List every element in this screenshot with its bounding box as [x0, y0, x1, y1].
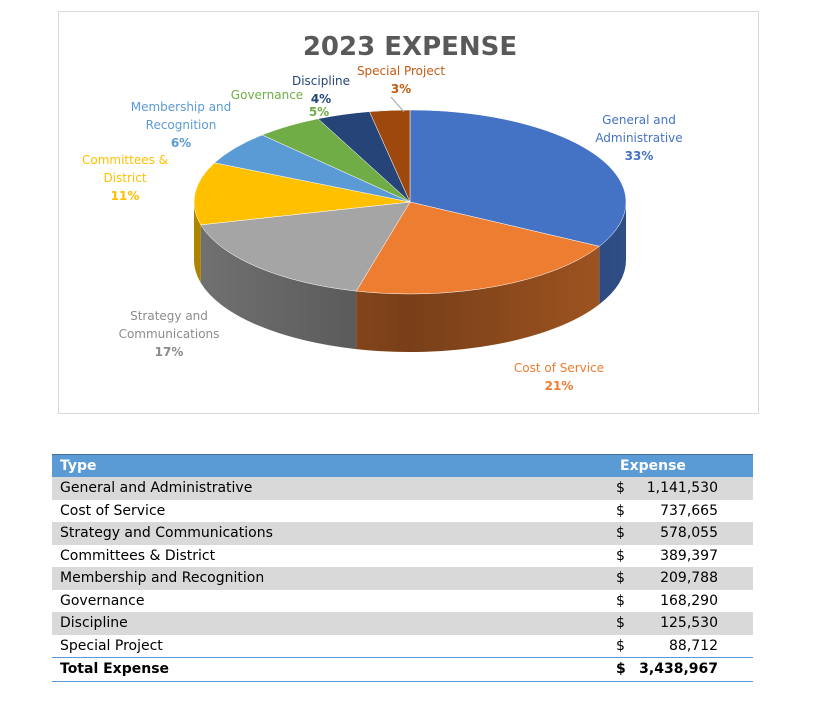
table-body: General and Administrative $1,141,530 Cost…: [52, 477, 753, 682]
leader-line-special-project: [390, 96, 405, 113]
total-expense: $3,438,967: [612, 657, 753, 682]
money-cell: $209,788: [612, 570, 718, 586]
expense-amount: 389,397: [660, 547, 718, 564]
currency-symbol: $: [616, 525, 625, 542]
table-row: Special Project $88,712: [52, 634, 753, 658]
row-expense: $389,397: [612, 544, 753, 567]
money-cell: $88,712: [612, 638, 718, 654]
money-cell: $3,438,967: [612, 661, 718, 677]
row-expense: $125,530: [612, 612, 753, 635]
table-row: Committees & District $389,397: [52, 544, 753, 567]
pie-labels: General and Administrative 33% Cost of Serv…: [82, 64, 683, 393]
pie-slice-cost-of-service: [355, 201, 600, 295]
row-type: Strategy and Communications: [52, 522, 612, 545]
row-type: General and Administrative: [52, 477, 612, 500]
expense-amount: 737,665: [660, 502, 718, 519]
table-row: Discipline $125,530: [52, 612, 753, 635]
money-cell: $168,290: [612, 593, 718, 609]
pie-side-shading: [194, 202, 626, 352]
money-cell: $389,397: [612, 548, 718, 564]
currency-symbol: $: [616, 547, 625, 564]
table-header-row: Type Expense: [52, 454, 753, 477]
slice-label-discipline: Discipline 4%: [292, 74, 350, 106]
currency-symbol: $: [616, 637, 625, 654]
row-expense: $209,788: [612, 567, 753, 590]
slice-label-governance: Governance5%: [231, 88, 329, 119]
row-type: Governance: [52, 589, 612, 612]
table-row: General and Administrative $1,141,530: [52, 477, 753, 500]
expense-amount: 125,530: [660, 615, 718, 632]
slice-label-general-and-administrative: General and Administrative 33%: [595, 113, 682, 163]
table-row: Governance $168,290: [52, 589, 753, 612]
row-type: Committees & District: [52, 544, 612, 567]
row-expense: $168,290: [612, 589, 753, 612]
chart-panel: 2023 EXPENSE General and Administrative 33…: [58, 11, 759, 414]
expense-amount: 578,055: [660, 525, 718, 542]
pie-slice-committees-and-district: [193, 162, 411, 226]
currency-symbol: $: [616, 592, 625, 609]
row-expense: $1,141,530: [612, 477, 753, 500]
row-expense: $737,665: [612, 499, 753, 522]
money-cell: $578,055: [612, 525, 718, 541]
money-cell: $1,141,530: [612, 480, 718, 496]
row-type: Membership and Recognition: [52, 567, 612, 590]
pie-top: [193, 109, 627, 295]
total-amount: 3,438,967: [639, 661, 718, 678]
slice-label-strategy-and-communications: Strategy and Communications 17%: [119, 309, 220, 359]
currency-symbol: $: [616, 502, 625, 519]
money-cell: $125,530: [612, 615, 718, 631]
table-row: Membership and Recognition $209,788: [52, 567, 753, 590]
pie-slice-general-and-administrative: [409, 109, 627, 247]
slice-label-cost-of-service: Cost of Service 21%: [514, 361, 604, 393]
pie-chart: 2023 EXPENSE General and Administrative 33…: [82, 32, 683, 393]
header-expense: Expense: [612, 454, 753, 477]
row-type: Special Project: [52, 634, 612, 658]
pie-slice-special-project: [369, 109, 411, 203]
currency-symbol: $: [616, 480, 625, 497]
row-type: Discipline: [52, 612, 612, 635]
pie-sides: [194, 202, 626, 353]
slice-label-committees-and-district: Committees & District 11%: [82, 153, 168, 203]
slice-label-membership-and-recognition: Membership and Recognition 6%: [131, 100, 232, 150]
table-row: Cost of Service $737,665: [52, 499, 753, 522]
expense-amount: 88,712: [669, 637, 718, 654]
currency-symbol: $: [616, 615, 625, 632]
money-cell: $737,665: [612, 503, 718, 519]
row-expense: $88,712: [612, 634, 753, 658]
currency-symbol: $: [616, 661, 626, 678]
expense-amount: 209,788: [660, 570, 718, 587]
total-row: Total Expense $3,438,967: [52, 657, 753, 682]
table-row: Strategy and Communications $578,055: [52, 522, 753, 545]
currency-symbol: $: [616, 570, 625, 587]
row-type: Cost of Service: [52, 499, 612, 522]
header-type: Type: [52, 454, 612, 477]
slice-label-special-project: Special Project 3%: [357, 64, 445, 96]
expense-table: Type Expense General and Administrative $…: [52, 454, 753, 682]
expense-amount: 1,141,530: [646, 480, 718, 497]
chart-title: 2023 EXPENSE: [303, 32, 517, 62]
pie-slice-strategy-and-communications: [200, 201, 411, 292]
row-expense: $578,055: [612, 522, 753, 545]
total-label: Total Expense: [52, 657, 612, 682]
expense-amount: 168,290: [660, 592, 718, 609]
